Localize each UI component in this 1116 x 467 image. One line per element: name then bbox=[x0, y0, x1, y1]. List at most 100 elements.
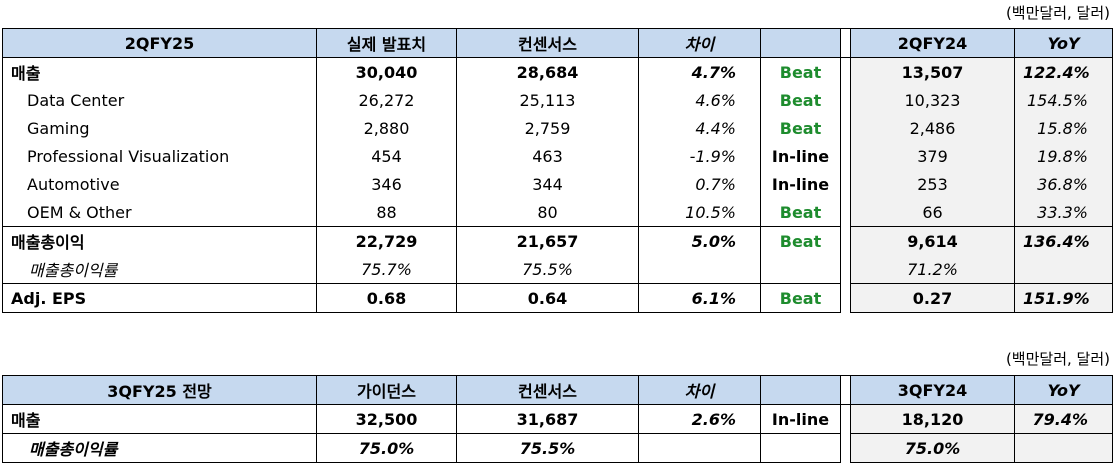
prior-value: 0.27 bbox=[850, 283, 1015, 313]
prior-value: 18,120 bbox=[850, 404, 1015, 434]
row-label: 매출 bbox=[2, 57, 317, 86]
status-badge: Beat bbox=[760, 198, 841, 227]
table-row: OEM & Other 88 80 10.5% Beat 66 33.3% bbox=[2, 198, 1113, 227]
row-label: 매출총이익 bbox=[2, 226, 317, 255]
table-row: Professional Visualization 454 463 -1.9%… bbox=[2, 142, 1113, 170]
yoy-value bbox=[1014, 255, 1113, 284]
table-row: Automotive 346 344 0.7% In-line 253 36.8… bbox=[2, 170, 1113, 198]
prior-value: 253 bbox=[850, 170, 1015, 198]
header-consensus: 컨센서스 bbox=[456, 375, 639, 405]
actual-value: 22,729 bbox=[316, 226, 457, 255]
prior-value: 75.0% bbox=[850, 433, 1015, 463]
yoy-value: 136.4% bbox=[1014, 226, 1113, 255]
diff-value: 4.6% bbox=[638, 86, 761, 114]
status-badge: Beat bbox=[760, 86, 841, 114]
yoy-value: 79.4% bbox=[1014, 404, 1113, 434]
consensus-value: 75.5% bbox=[456, 433, 639, 463]
status-badge bbox=[760, 433, 841, 463]
diff-value: -1.9% bbox=[638, 142, 761, 170]
outlook-table: 3QFY25 전망 가이던스 컨센서스 차이 3QFY24 YoY 매출 32,… bbox=[2, 375, 1113, 463]
status-badge: In-line bbox=[760, 170, 841, 198]
consensus-value: 0.64 bbox=[456, 283, 639, 313]
yoy-value: 154.5% bbox=[1014, 86, 1113, 114]
diff-value: 6.1% bbox=[638, 283, 761, 313]
header-status bbox=[760, 375, 841, 405]
actual-value: 75.7% bbox=[316, 255, 457, 284]
diff-value: 4.4% bbox=[638, 114, 761, 142]
diff-value: 2.6% bbox=[638, 404, 761, 434]
consensus-value: 75.5% bbox=[456, 255, 639, 284]
table-row: Gaming 2,880 2,759 4.4% Beat 2,486 15.8% bbox=[2, 114, 1113, 142]
table-row: 매출 30,040 28,684 4.7% Beat 13,507 122.4% bbox=[2, 57, 1113, 86]
header-diff: 차이 bbox=[638, 28, 761, 58]
diff-value: 10.5% bbox=[638, 198, 761, 227]
consensus-value: 25,113 bbox=[456, 86, 639, 114]
yoy-value: 151.9% bbox=[1014, 283, 1113, 313]
consensus-value: 80 bbox=[456, 198, 639, 227]
status-badge: In-line bbox=[760, 404, 841, 434]
row-label: 매출 bbox=[2, 404, 317, 434]
diff-value bbox=[638, 255, 761, 284]
yoy-value bbox=[1014, 433, 1113, 463]
table-row: Data Center 26,272 25,113 4.6% Beat 10,3… bbox=[2, 86, 1113, 114]
header-prior: 3QFY24 bbox=[850, 375, 1015, 405]
row-label: Adj. EPS bbox=[2, 283, 317, 313]
yoy-value: 15.8% bbox=[1014, 114, 1113, 142]
row-label: Data Center bbox=[2, 86, 317, 114]
yoy-value: 33.3% bbox=[1014, 198, 1113, 227]
status-badge bbox=[760, 255, 841, 284]
unit-note-2: (백만달러, 달러) bbox=[1005, 350, 1110, 368]
results-table: 2QFY25 실제 발표치 컨센서스 차이 2QFY24 YoY 매출 30,0… bbox=[2, 28, 1113, 313]
actual-value: 346 bbox=[316, 170, 457, 198]
consensus-value: 28,684 bbox=[456, 57, 639, 86]
header-actual: 실제 발표치 bbox=[316, 28, 457, 58]
consensus-value: 463 bbox=[456, 142, 639, 170]
guidance-value: 32,500 bbox=[316, 404, 457, 434]
results-header-row: 2QFY25 실제 발표치 컨센서스 차이 2QFY24 YoY bbox=[2, 28, 1113, 58]
table-row: 매출총이익 22,729 21,657 5.0% Beat 9,614 136.… bbox=[2, 226, 1113, 255]
table-row: Adj. EPS 0.68 0.64 6.1% Beat 0.27 151.9% bbox=[2, 283, 1113, 313]
consensus-value: 21,657 bbox=[456, 226, 639, 255]
yoy-value: 19.8% bbox=[1014, 142, 1113, 170]
prior-value: 66 bbox=[850, 198, 1015, 227]
header-consensus: 컨센서스 bbox=[456, 28, 639, 58]
diff-value: 4.7% bbox=[638, 57, 761, 86]
actual-value: 454 bbox=[316, 142, 457, 170]
yoy-value: 122.4% bbox=[1014, 57, 1113, 86]
actual-value: 2,880 bbox=[316, 114, 457, 142]
consensus-value: 344 bbox=[456, 170, 639, 198]
header-yoy: YoY bbox=[1014, 28, 1113, 58]
header-period: 3QFY25 전망 bbox=[2, 375, 317, 405]
header-diff: 차이 bbox=[638, 375, 761, 405]
table-row: 매출총이익률 75.0% 75.5% 75.0% bbox=[2, 433, 1113, 463]
diff-value: 0.7% bbox=[638, 170, 761, 198]
yoy-value: 36.8% bbox=[1014, 170, 1113, 198]
table-row: 매출총이익률 75.7% 75.5% 71.2% bbox=[2, 255, 1113, 284]
prior-value: 2,486 bbox=[850, 114, 1015, 142]
row-label: OEM & Other bbox=[2, 198, 317, 227]
prior-value: 9,614 bbox=[850, 226, 1015, 255]
actual-value: 26,272 bbox=[316, 86, 457, 114]
prior-value: 10,323 bbox=[850, 86, 1015, 114]
header-status bbox=[760, 28, 841, 58]
row-label: 매출총이익률 bbox=[2, 433, 317, 463]
consensus-value: 2,759 bbox=[456, 114, 639, 142]
header-yoy: YoY bbox=[1014, 375, 1113, 405]
row-label: Automotive bbox=[2, 170, 317, 198]
status-badge: In-line bbox=[760, 142, 841, 170]
prior-value: 379 bbox=[850, 142, 1015, 170]
status-badge: Beat bbox=[760, 283, 841, 313]
status-badge: Beat bbox=[760, 226, 841, 255]
header-period: 2QFY25 bbox=[2, 28, 317, 58]
consensus-value: 31,687 bbox=[456, 404, 639, 434]
status-badge: Beat bbox=[760, 114, 841, 142]
prior-value: 13,507 bbox=[850, 57, 1015, 86]
actual-value: 30,040 bbox=[316, 57, 457, 86]
row-label: 매출총이익률 bbox=[2, 255, 317, 284]
diff-value: 5.0% bbox=[638, 226, 761, 255]
status-badge: Beat bbox=[760, 57, 841, 86]
diff-value bbox=[638, 433, 761, 463]
header-prior: 2QFY24 bbox=[850, 28, 1015, 58]
header-guidance: 가이던스 bbox=[316, 375, 457, 405]
actual-value: 0.68 bbox=[316, 283, 457, 313]
